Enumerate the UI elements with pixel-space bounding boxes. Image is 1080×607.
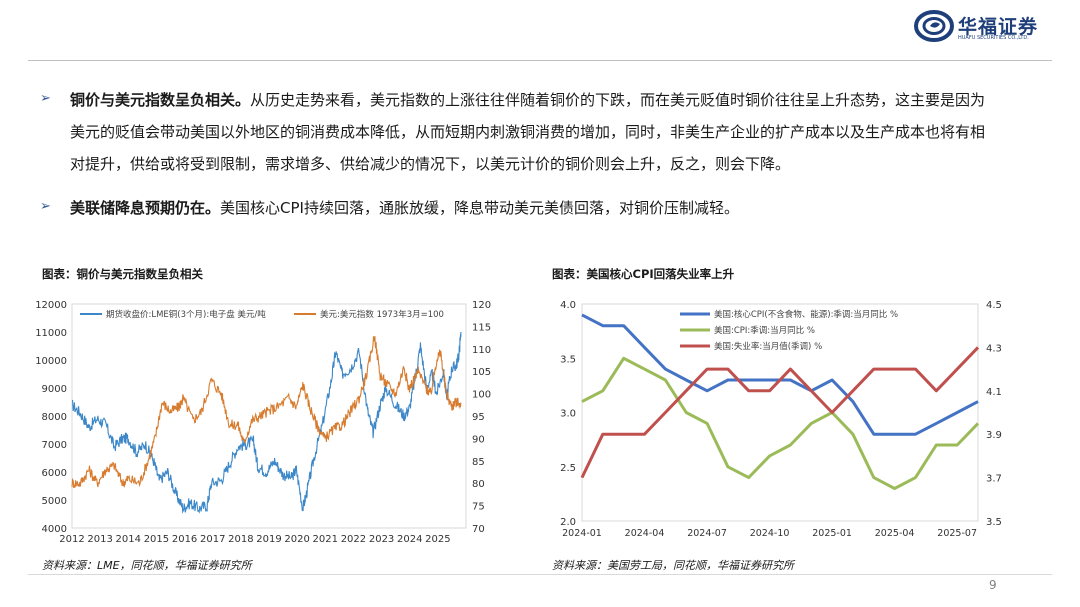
y-right-tick-label: 4.5 <box>986 300 1002 311</box>
brand-logo-icon <box>914 10 954 42</box>
left-chart-title: 图表：铜价与美元指数呈负相关 <box>42 267 203 281</box>
bullet-heading: 美联储降息预期仍在。 <box>70 199 221 217</box>
y-right-tick-label: 90 <box>472 434 485 445</box>
bullet-arrow-icon: ➢ <box>40 199 51 214</box>
y-right-tick-label: 70 <box>472 524 485 535</box>
y-right-tick-label: 3.9 <box>986 430 1002 441</box>
x-tick-label: 2014 <box>116 534 141 545</box>
right-chart-title: 图表：美国核心CPI回落失业率上升 <box>552 267 735 281</box>
x-tick-label: 2023 <box>369 534 394 545</box>
y-left-tick-label: 10000 <box>35 356 67 367</box>
y-right-tick-label: 120 <box>472 300 491 311</box>
y-right-tick-label: 3.5 <box>986 517 1002 528</box>
y-left-tick-label: 11000 <box>35 328 67 339</box>
brand-logo: 华福证券 HUAFU SECURITIES CO.,LTD. <box>914 10 1064 44</box>
y-right-tick-label: 80 <box>472 479 485 490</box>
bullet-text-line: 从历史走势来看，美元指数的上涨往往伴随着铜价的下跌，而在美元贬值时铜价往往呈上升… <box>250 91 986 109</box>
y-left-tick-label: 12000 <box>35 300 67 311</box>
bullet-text-line: 对提升，供给或将受到限制，需求增多、供给减少的情况下，以美元计价的铜价则会上升，… <box>70 155 791 173</box>
legend-label: 美国:CPI:季调:当月同比 % <box>714 325 815 336</box>
x-tick-label: 2016 <box>172 534 197 545</box>
x-tick-label: 2015 <box>144 534 169 545</box>
y-left-tick-label: 3.5 <box>560 354 576 365</box>
legend-label: 美元:美元指数 1973年3月=100 <box>320 309 444 320</box>
x-tick-label: 2024-01 <box>562 528 602 539</box>
bullet-heading: 铜价与美元指数呈负相关。 <box>70 91 251 109</box>
y-left-tick-label: 9000 <box>42 384 67 395</box>
y-right-tick-label: 3.7 <box>986 474 1002 485</box>
plot-frame <box>581 303 979 522</box>
y-right-tick-label: 115 <box>472 322 491 333</box>
left-chart-source: 资料来源：LME，同花顺，华福证券研究所 <box>42 559 252 572</box>
legend-label: 期货收盘价:LME铜(3个月):电子盘 美元/吨 <box>106 309 266 320</box>
x-tick-label: 2018 <box>228 534 253 545</box>
plot-frame <box>71 303 467 529</box>
bullet-text-line: 美国核心CPI持续回落，通胀放缓，降息带动美元美债回落，对铜价压制减轻。 <box>220 199 739 217</box>
series-line <box>71 331 462 514</box>
x-tick-label: 2017 <box>200 534 225 545</box>
y-left-tick-label: 4.0 <box>560 300 576 311</box>
x-tick-label: 2024-04 <box>625 528 665 539</box>
footer-divider <box>28 574 1052 575</box>
x-tick-label: 2021 <box>313 534 338 545</box>
x-tick-label: 2020 <box>284 534 309 545</box>
brand-subtitle: HUAFU SECURITIES CO.,LTD. <box>958 35 1029 41</box>
copper-usd-chart: 4000 5000 6000 7000 8000 9000 10000 11000 12000 7… <box>35 300 491 545</box>
y-right-tick-label: 95 <box>472 412 485 423</box>
x-tick-label: 2024-10 <box>750 528 790 539</box>
y-right-tick-label: 4.3 <box>986 343 1002 354</box>
brand-name: 华福证券 <box>958 16 1039 38</box>
bullet-text-line: 美元的贬值会带动美国以外地区的铜消费成本降低，从而短期内刺激铜消费的增加，同时，… <box>70 123 986 141</box>
x-tick-label: 2024-07 <box>687 528 727 539</box>
y-left-tick-label: 2.5 <box>560 463 576 474</box>
series-line <box>71 336 462 489</box>
y-right-tick-label: 85 <box>472 457 485 468</box>
series-line <box>580 346 980 479</box>
y-left-tick-label: 5000 <box>42 496 67 507</box>
series-line <box>581 356 980 490</box>
x-tick-label: 2013 <box>87 534 112 545</box>
x-tick-label: 2012 <box>59 534 84 545</box>
x-tick-label: 2024 <box>397 534 422 545</box>
legend-label: 美国:核心CPI(不含食物、能源):季调:当月同比 % <box>714 309 898 320</box>
y-left-tick-label: 6000 <box>42 468 67 479</box>
y-right-tick-label: 100 <box>472 390 491 401</box>
y-right-tick-label: 4.1 <box>986 387 1002 398</box>
y-right-tick-label: 105 <box>472 367 491 378</box>
y-left-tick-label: 4000 <box>42 524 67 535</box>
x-tick-label: 2025-04 <box>875 528 915 539</box>
right-chart-source: 资料来源：美国劳工局，同花顺，华福证券研究所 <box>552 559 794 572</box>
y-left-tick-label: 8000 <box>42 412 67 423</box>
x-tick-label: 2019 <box>256 534 281 545</box>
legend-label: 美国:失业率:当月值(季调) % <box>714 341 822 352</box>
bullet-arrow-icon: ➢ <box>40 91 51 106</box>
y-left-tick-label: 7000 <box>42 440 67 451</box>
y-left-tick-label: 2.0 <box>560 517 576 528</box>
x-tick-label: 2025-07 <box>937 528 977 539</box>
x-tick-label: 2025-01 <box>812 528 852 539</box>
bullet-fed-cut: 美联储降息预期仍在。美国核心CPI持续回落，通胀放缓，降息带动美元美债回落，对铜… <box>70 192 1045 224</box>
cpi-unemployment-chart: 2.0 2.5 3.0 3.5 4.0 3.5 3.7 3.9 4.1 4.3 4.5 2024-01… <box>560 300 1002 539</box>
bullet-copper-usd: 铜价与美元指数呈负相关。从历史走势来看，美元指数的上涨往往伴随着铜价的下跌，而在… <box>70 84 1045 180</box>
header-divider <box>28 60 1052 61</box>
y-right-tick-label: 75 <box>472 502 485 513</box>
y-left-tick-label: 3.0 <box>560 409 576 420</box>
page-number: 9 <box>989 578 997 592</box>
x-tick-label: 2022 <box>341 534 366 545</box>
x-tick-label: 2025 <box>425 534 450 545</box>
y-right-tick-label: 110 <box>472 345 491 356</box>
